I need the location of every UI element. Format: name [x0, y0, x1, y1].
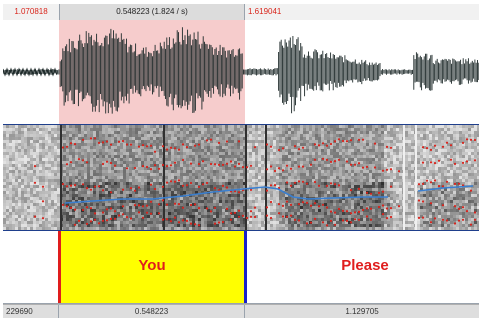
spectrogram-plot — [3, 125, 479, 230]
waveform-pane[interactable] — [3, 20, 479, 125]
interval-boundary-right[interactable] — [244, 231, 247, 303]
pitch-track — [64, 185, 474, 204]
bottom-time-ruler: 229690 0.548223 1.129705 — [3, 304, 479, 318]
waveform-lead-in — [3, 67, 58, 77]
formant-tracks — [33, 137, 477, 227]
interval-label-you: You — [138, 257, 166, 274]
bottom-right-value: 1.129705 — [345, 307, 379, 316]
bottom-selection-value[interactable]: 0.548223 — [59, 305, 245, 318]
selection-duration-label[interactable]: 0.548223 (1.824 / s) — [59, 4, 245, 20]
textgrid-tier[interactable]: You Please — [3, 231, 479, 304]
end-time-label: 1.619041 — [245, 4, 479, 20]
interval-label-please: Please — [341, 257, 389, 274]
spectrogram-texture — [3, 125, 479, 230]
interval-boundary-left[interactable] — [58, 231, 61, 303]
interval-you[interactable] — [59, 231, 245, 303]
waveform-trace — [3, 27, 479, 114]
waveform-plot — [3, 20, 479, 124]
start-time-label: 1.070818 — [3, 4, 59, 20]
bottom-left-value: 229690 — [3, 305, 59, 318]
spectrogram-pane[interactable] — [3, 125, 479, 231]
top-time-ruler: 1.070818 0.548223 (1.824 / s) 1.619041 — [3, 4, 479, 21]
